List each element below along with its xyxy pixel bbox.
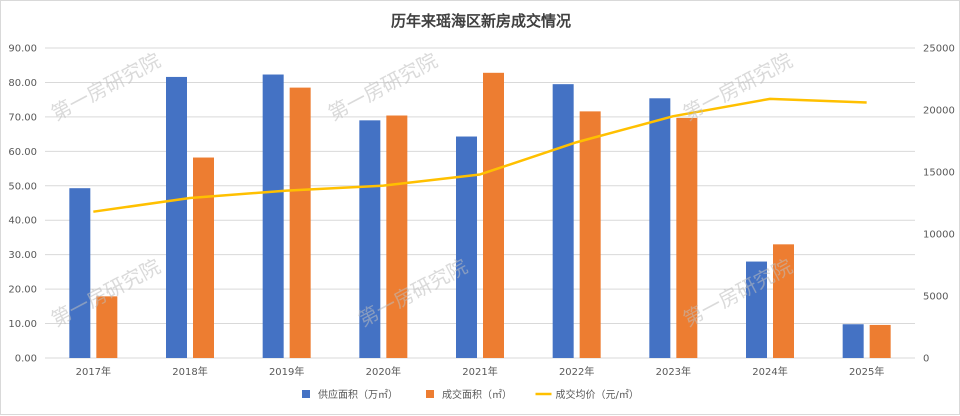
bar-series — [69, 72, 891, 359]
legend-label: 供应面积（万㎡） — [318, 388, 398, 401]
bar-supply — [166, 76, 187, 358]
x-tick-label: 2022年 — [559, 365, 594, 378]
right-axis-ticks: 0 5000 10000 15000 20000 25000 — [923, 44, 955, 365]
x-tick-label: 2019年 — [269, 365, 304, 378]
chart-title: 历年来瑶海区新房成交情况 — [391, 12, 571, 30]
right-tick-label: 5000 — [923, 292, 948, 303]
right-tick-label: 10000 — [923, 230, 955, 241]
bar-supply — [552, 84, 574, 359]
left-tick-label: 80.00 — [8, 78, 37, 89]
price-line — [93, 97, 867, 213]
bar-supply — [456, 136, 477, 358]
bar-sold — [386, 115, 408, 358]
line-series — [93, 97, 867, 213]
x-axis-ticks: 2017年 2018年 2019年 2020年 2021年 2022年 2023年 2024年… — [76, 365, 885, 378]
left-tick-label: 30.00 — [8, 250, 37, 261]
x-tick-label: 2025年 — [849, 365, 884, 378]
left-tick-label: 60.00 — [8, 147, 37, 158]
right-tick-label: 25000 — [923, 44, 955, 55]
bar-supply — [262, 74, 284, 359]
legend-label: 成交均价（元/㎡） — [556, 388, 639, 401]
bar-sold — [579, 111, 601, 358]
left-tick-label: 0.00 — [15, 354, 37, 365]
legend-swatch — [302, 390, 310, 398]
watermark-text: 第一房研究院 — [324, 48, 441, 126]
left-tick-label: 10.00 — [8, 319, 37, 330]
x-tick-label: 2020年 — [366, 365, 401, 378]
bar-sold — [483, 72, 504, 359]
left-tick-label: 40.00 — [8, 216, 37, 227]
legend-label: 成交面积（㎡） — [442, 388, 512, 401]
bar-supply — [842, 324, 864, 358]
bar-supply — [359, 120, 381, 358]
legend: 供应面积（万㎡） 成交面积（㎡） 成交均价（元/㎡） — [302, 388, 639, 401]
x-tick-label: 2024年 — [752, 365, 787, 378]
watermark-text: 第一房研究院 — [47, 48, 164, 126]
x-tick-label: 2017年 — [76, 365, 111, 378]
watermark-text: 第一房研究院 — [679, 48, 796, 126]
left-tick-label: 70.00 — [8, 112, 37, 123]
x-tick-label: 2023年 — [656, 365, 691, 378]
left-tick-label: 50.00 — [8, 181, 37, 192]
bar-supply — [746, 261, 767, 358]
right-tick-label: 15000 — [923, 168, 955, 179]
bar-supply — [649, 98, 671, 359]
bar-supply — [69, 188, 91, 358]
gridlines — [45, 47, 915, 359]
x-tick-label: 2018年 — [172, 365, 207, 378]
bar-sold — [289, 87, 311, 358]
left-tick-label: 20.00 — [8, 285, 37, 296]
bar-sold — [193, 157, 214, 358]
bar-sold — [96, 296, 118, 358]
bar-sold — [869, 324, 891, 358]
legend-swatch — [426, 390, 434, 398]
left-axis-ticks: 0.00 10.00 20.00 30.00 40.00 50.00 60.00 70.00 8… — [8, 44, 37, 365]
right-tick-label: 0 — [923, 354, 929, 365]
right-tick-label: 20000 — [923, 106, 955, 117]
x-tick-label: 2021年 — [462, 365, 497, 378]
left-tick-label: 90.00 — [8, 44, 37, 55]
bar-sold — [773, 244, 794, 358]
bar-sold — [676, 117, 698, 358]
